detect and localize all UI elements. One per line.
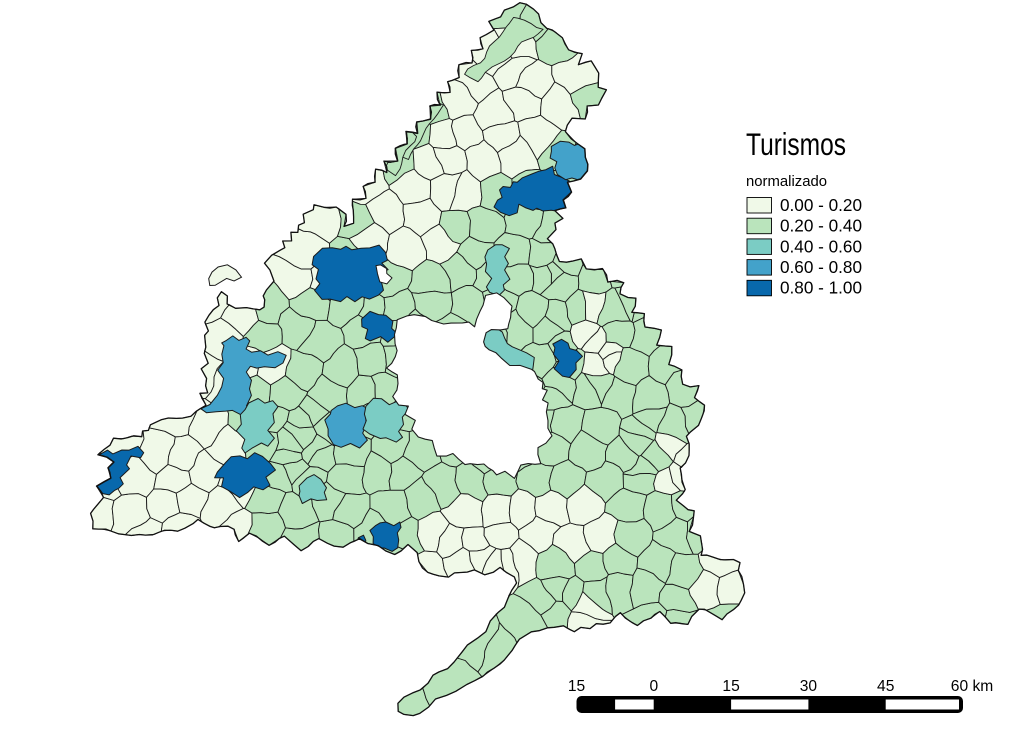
svg-text:0.80 - 1.00: 0.80 - 1.00: [780, 278, 862, 298]
svg-text:0.40 - 0.60: 0.40 - 0.60: [780, 236, 862, 256]
svg-text:0.60 - 0.80: 0.60 - 0.80: [780, 257, 862, 277]
svg-text:0.20 - 0.40: 0.20 - 0.40: [780, 216, 862, 236]
svg-text:normalizado: normalizado: [746, 173, 827, 190]
svg-text:15: 15: [722, 678, 740, 695]
svg-text:60 km: 60 km: [951, 678, 993, 695]
svg-text:45: 45: [877, 678, 895, 695]
svg-text:0.00 - 0.20: 0.00 - 0.20: [780, 195, 862, 215]
svg-text:Turismos: Turismos: [746, 126, 846, 162]
svg-text:0: 0: [649, 678, 658, 695]
svg-text:30: 30: [800, 678, 818, 695]
svg-text:15: 15: [568, 678, 586, 695]
